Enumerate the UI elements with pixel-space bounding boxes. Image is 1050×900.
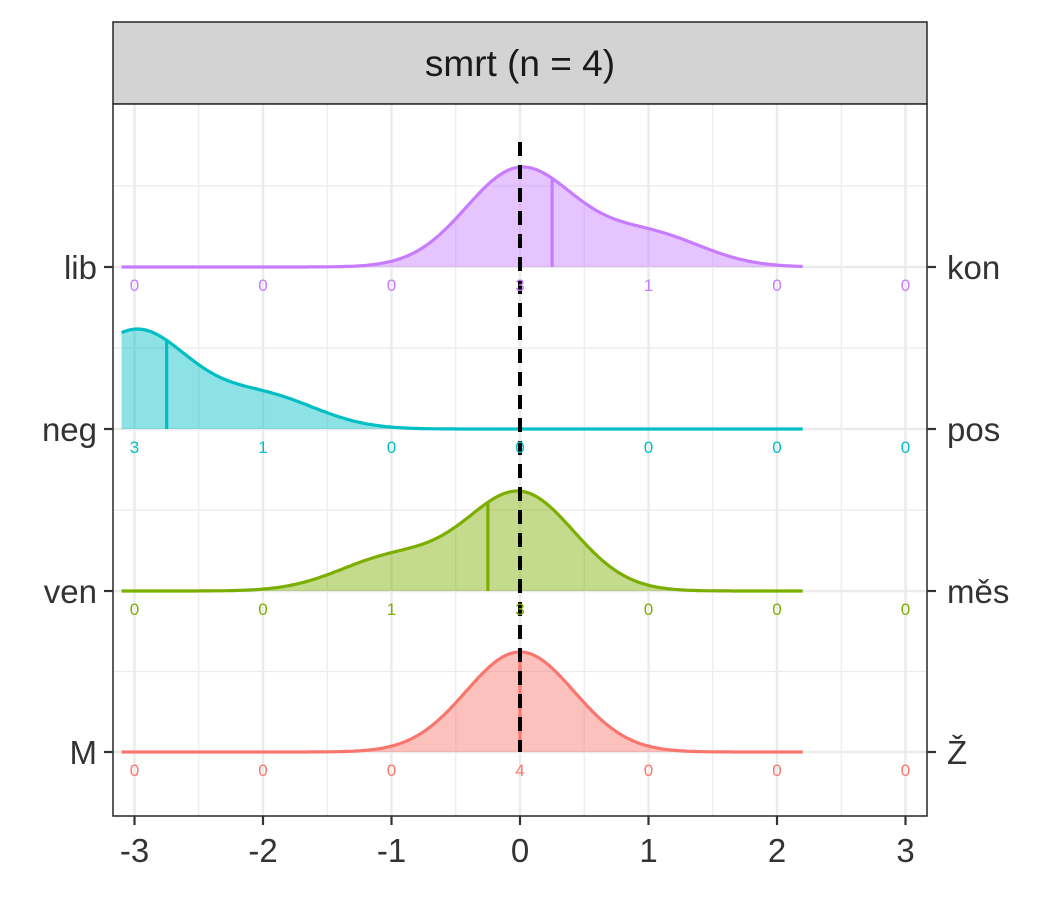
x-tick-label: -2: [248, 832, 277, 869]
count-label: 0: [130, 600, 139, 619]
count-label: 0: [772, 276, 781, 295]
right-category-label: pos: [947, 411, 1000, 448]
count-label: 1: [644, 276, 653, 295]
count-label: 3: [515, 276, 524, 295]
density-area: [121, 167, 803, 267]
count-label: 0: [644, 438, 653, 457]
left-category-label: lib: [64, 249, 97, 286]
density-area: [121, 329, 803, 429]
count-label: 1: [258, 438, 267, 457]
density-series-ven: [121, 489, 803, 593]
count-label: 0: [644, 761, 653, 780]
count-label: 0: [258, 761, 267, 780]
density-series: [120, 165, 803, 754]
count-label: 3: [130, 438, 139, 457]
density-curve: [121, 489, 803, 593]
facet-strip: smrt (n = 4): [112, 21, 928, 105]
density-area: [121, 491, 803, 591]
x-tick-label: 2: [768, 832, 786, 869]
count-label: 0: [901, 276, 910, 295]
density-series-neg: [120, 327, 803, 431]
count-label: 0: [901, 761, 910, 780]
x-tick-label: 1: [639, 832, 657, 869]
density-curve: [121, 650, 803, 754]
count-labels: 0 0 0 3 1 0 0 3 1 0 0 0 0 0 0 0 1 3 0 0 0 0 0 0 4 0 0 0: [130, 276, 910, 780]
facet-strip-background: [112, 21, 928, 105]
count-label: 1: [387, 600, 396, 619]
count-label: 0: [258, 600, 267, 619]
right-category-label: Ž: [947, 734, 967, 771]
count-label: 0: [515, 438, 524, 457]
count-label: 0: [258, 276, 267, 295]
right-category-label: měs: [947, 573, 1009, 610]
x-tick-label: 3: [896, 832, 914, 869]
panel: 0 0 0 3 1 0 0 3 1 0 0 0 0 0 0 0 1 3 0 0 0 0 0 0 4 0 0 0: [112, 103, 928, 817]
density-curve: [120, 327, 803, 431]
count-label: 0: [772, 761, 781, 780]
count-label: 0: [901, 438, 910, 457]
count-label: 3: [515, 600, 524, 619]
count-label: 0: [387, 761, 396, 780]
density-area: [121, 652, 803, 752]
left-category-label: ven: [44, 573, 97, 610]
right-category-label: kon: [947, 249, 1000, 286]
x-tick-label: 0: [511, 832, 529, 869]
count-label: 0: [387, 438, 396, 457]
x-tick-label: -1: [377, 832, 406, 869]
count-label: 0: [130, 276, 139, 295]
count-label: 0: [130, 761, 139, 780]
count-label: 0: [644, 600, 653, 619]
axes: -3 -2 -1 0 1 2 3 lib kon neg pos ven měs M Ž: [42, 249, 1009, 869]
count-label: 0: [772, 600, 781, 619]
count-label: 0: [772, 438, 781, 457]
count-label: 4: [515, 761, 524, 780]
left-category-label: neg: [42, 411, 97, 448]
density-series-lib: [121, 165, 803, 269]
density-curve: [121, 165, 803, 269]
facet-title: smrt (n = 4): [425, 43, 615, 84]
x-tick-label: -3: [120, 832, 149, 869]
count-label: 0: [387, 276, 396, 295]
count-label: 0: [901, 600, 910, 619]
left-category-label: M: [70, 734, 98, 771]
